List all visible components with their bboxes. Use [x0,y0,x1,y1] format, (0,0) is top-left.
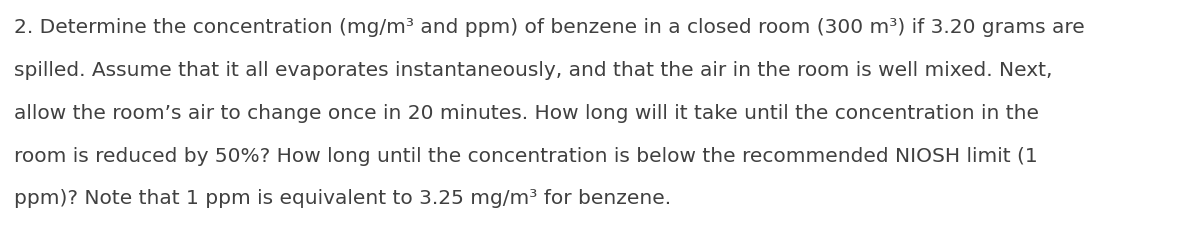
Text: ppm)? Note that 1 ppm is equivalent to 3.25 mg/m³ for benzene.: ppm)? Note that 1 ppm is equivalent to 3… [14,189,672,208]
Text: 2. Determine the concentration (mg/m³ and ppm) of benzene in a closed room (300 : 2. Determine the concentration (mg/m³ an… [14,18,1085,37]
Text: allow the room’s air to change once in 20 minutes. How long will it take until t: allow the room’s air to change once in 2… [14,104,1039,123]
Text: spilled. Assume that it all evaporates instantaneously, and that the air in the : spilled. Assume that it all evaporates i… [14,61,1052,80]
Text: room is reduced by 50%? How long until the concentration is below the recommende: room is reduced by 50%? How long until t… [14,147,1038,166]
